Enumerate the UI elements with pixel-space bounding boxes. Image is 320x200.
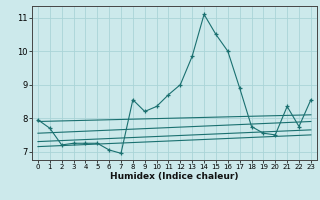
X-axis label: Humidex (Indice chaleur): Humidex (Indice chaleur): [110, 172, 239, 181]
